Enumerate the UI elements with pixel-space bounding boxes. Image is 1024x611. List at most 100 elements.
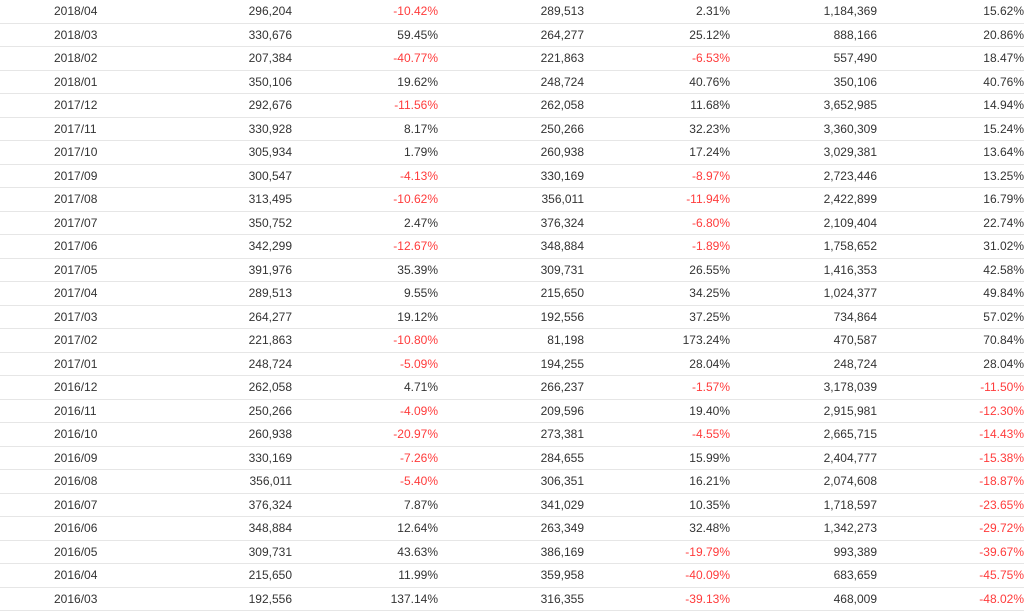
rate-3-cell: -12.30% [877, 399, 1024, 423]
rate-2-cell: 28.04% [584, 352, 730, 376]
value-3-cell: 2,915,981 [730, 399, 877, 423]
table-row: 2017/11 330,928 8.17% 250,266 32.23% 3,360,30… [0, 117, 1024, 141]
value-3-cell: 993,389 [730, 540, 877, 564]
value-2-cell: 306,351 [438, 469, 584, 494]
rate-3-cell: 70.84% [877, 328, 1024, 353]
rate-1-cell: 19.12% [292, 305, 438, 329]
rate-3-cell: 42.58% [877, 258, 1024, 282]
rate-2-cell: 34.25% [584, 281, 730, 306]
table-row: 2016/05 309,731 43.63% 386,169 -19.79% 993,38… [0, 540, 1024, 564]
value-2-cell: 248,724 [438, 70, 584, 94]
month-cell: 2017/10 [0, 140, 152, 165]
value-2-cell: 262,058 [438, 93, 584, 118]
month-cell: 2016/03 [0, 587, 152, 611]
value-3-cell: 683,659 [730, 563, 877, 588]
value-3-cell: 1,718,597 [730, 493, 877, 517]
value-1-cell: 376,324 [152, 493, 292, 517]
value-1-cell: 350,106 [152, 70, 292, 94]
value-3-cell: 2,404,777 [730, 446, 877, 470]
value-2-cell: 309,731 [438, 258, 584, 282]
value-1-cell: 313,495 [152, 187, 292, 212]
table-row: 2016/03 192,556 137.14% 316,355 -39.13% 468,0… [0, 587, 1024, 611]
table-row: 2018/03 330,676 59.45% 264,277 25.12% 888,166… [0, 23, 1024, 47]
month-cell: 2018/04 [0, 0, 152, 24]
rate-1-cell: -4.13% [292, 164, 438, 188]
rate-1-cell: -5.40% [292, 469, 438, 494]
value-3-cell: 3,360,309 [730, 117, 877, 141]
rate-2-cell: 37.25% [584, 305, 730, 329]
rate-3-cell: 49.84% [877, 281, 1024, 306]
value-3-cell: 1,416,353 [730, 258, 877, 282]
rate-3-cell: 22.74% [877, 211, 1024, 235]
rate-1-cell: -10.62% [292, 187, 438, 212]
value-1-cell: 215,650 [152, 563, 292, 588]
month-cell: 2017/03 [0, 305, 152, 329]
value-3-cell: 248,724 [730, 352, 877, 376]
value-3-cell: 888,166 [730, 23, 877, 47]
table-row: 2017/08 313,495 -10.62% 356,011 -11.94% 2,422… [0, 187, 1024, 212]
value-1-cell: 248,724 [152, 352, 292, 376]
month-cell: 2017/11 [0, 117, 152, 141]
month-cell: 2016/10 [0, 422, 152, 447]
value-1-cell: 250,266 [152, 399, 292, 423]
value-3-cell: 470,587 [730, 328, 877, 353]
value-3-cell: 3,652,985 [730, 93, 877, 118]
rate-3-cell: -23.65% [877, 493, 1024, 517]
value-2-cell: 359,958 [438, 563, 584, 588]
value-1-cell: 348,884 [152, 516, 292, 541]
value-3-cell: 2,109,404 [730, 211, 877, 235]
value-1-cell: 221,863 [152, 328, 292, 353]
table-row: 2016/11 250,266 -4.09% 209,596 19.40% 2,915,9… [0, 399, 1024, 423]
rate-1-cell: 19.62% [292, 70, 438, 94]
value-1-cell: 292,676 [152, 93, 292, 118]
value-1-cell: 262,058 [152, 375, 292, 400]
rate-1-cell: -11.56% [292, 93, 438, 118]
value-2-cell: 266,237 [438, 375, 584, 400]
rate-3-cell: -18.87% [877, 469, 1024, 494]
rate-1-cell: -12.67% [292, 234, 438, 259]
value-3-cell: 1,024,377 [730, 281, 877, 306]
rate-2-cell: 26.55% [584, 258, 730, 282]
rate-3-cell: 31.02% [877, 234, 1024, 259]
rate-2-cell: 25.12% [584, 23, 730, 47]
table-row: 2017/03 264,277 19.12% 192,556 37.25% 734,864… [0, 305, 1024, 329]
rate-3-cell: 13.25% [877, 164, 1024, 188]
month-cell: 2018/03 [0, 23, 152, 47]
month-cell: 2016/07 [0, 493, 152, 517]
rate-3-cell: -48.02% [877, 587, 1024, 611]
rate-3-cell: 15.62% [877, 0, 1024, 24]
rate-1-cell: -20.97% [292, 422, 438, 447]
rate-2-cell: 17.24% [584, 140, 730, 165]
rate-3-cell: -39.67% [877, 540, 1024, 564]
value-3-cell: 734,864 [730, 305, 877, 329]
rate-2-cell: 40.76% [584, 70, 730, 94]
rate-3-cell: -11.50% [877, 375, 1024, 400]
month-cell: 2016/04 [0, 563, 152, 588]
rate-1-cell: 12.64% [292, 516, 438, 541]
rate-2-cell: 173.24% [584, 328, 730, 353]
value-2-cell: 81,198 [438, 328, 584, 353]
rate-1-cell: 137.14% [292, 587, 438, 611]
table-row: 2018/01 350,106 19.62% 248,724 40.76% 350,106… [0, 70, 1024, 94]
rate-2-cell: -11.94% [584, 187, 730, 212]
rate-3-cell: 20.86% [877, 23, 1024, 47]
table-row: 2017/04 289,513 9.55% 215,650 34.25% 1,024,37… [0, 281, 1024, 306]
value-1-cell: 207,384 [152, 46, 292, 71]
rate-2-cell: 16.21% [584, 469, 730, 494]
table-row: 2017/02 221,863 -10.80% 81,198 173.24% 470,58… [0, 328, 1024, 353]
value-3-cell: 2,422,899 [730, 187, 877, 212]
month-cell: 2017/01 [0, 352, 152, 376]
rate-1-cell: 35.39% [292, 258, 438, 282]
rate-1-cell: -7.26% [292, 446, 438, 470]
value-3-cell: 3,029,381 [730, 140, 877, 165]
table-row: 2018/02 207,384 -40.77% 221,863 -6.53% 557,49… [0, 46, 1024, 71]
table-row: 2017/01 248,724 -5.09% 194,255 28.04% 248,724… [0, 352, 1024, 376]
rate-1-cell: 59.45% [292, 23, 438, 47]
rate-1-cell: -10.42% [292, 0, 438, 24]
month-cell: 2017/06 [0, 234, 152, 259]
month-cell: 2016/08 [0, 469, 152, 494]
rate-3-cell: -45.75% [877, 563, 1024, 588]
value-1-cell: 342,299 [152, 234, 292, 259]
rate-2-cell: 15.99% [584, 446, 730, 470]
rate-1-cell: 4.71% [292, 375, 438, 400]
